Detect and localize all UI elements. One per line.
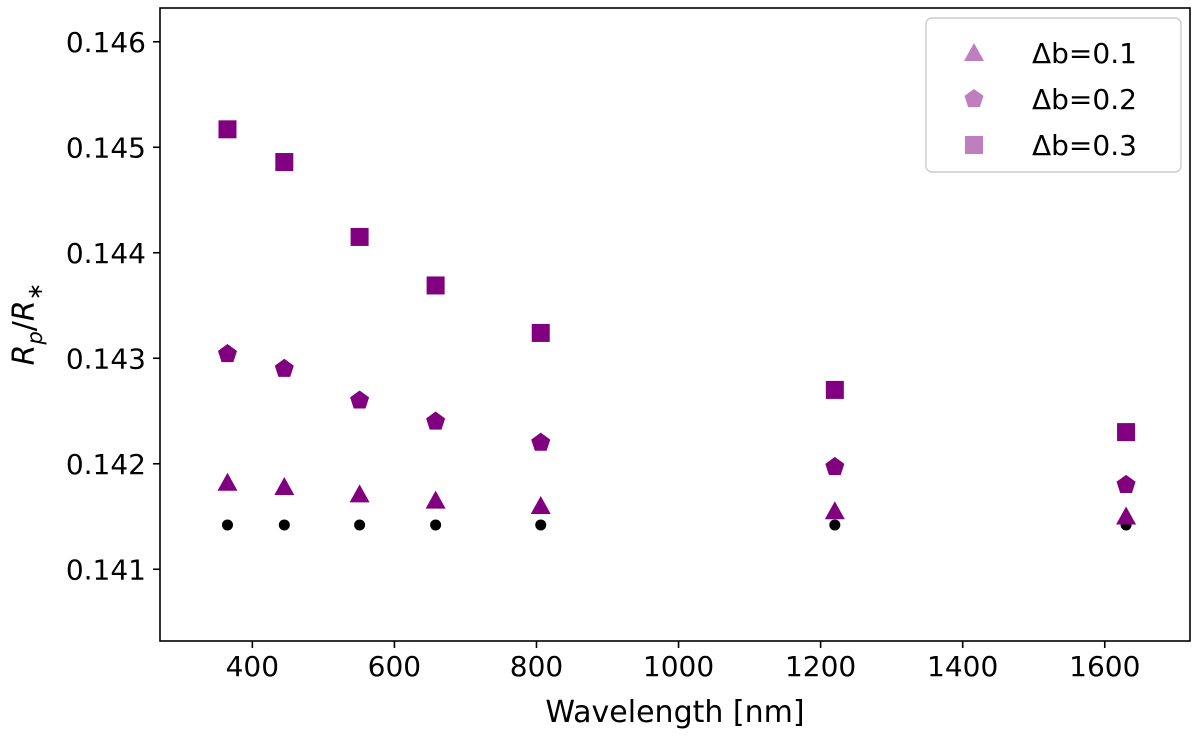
x-tick-label-3: 1000	[643, 650, 714, 683]
legend-label-2: Δb=0.3	[1032, 129, 1137, 162]
point-series3-4	[535, 519, 547, 531]
x-tick-label-1: 600	[368, 650, 421, 683]
point-series2-4	[531, 323, 550, 342]
point-series1-3	[426, 411, 446, 430]
x-axis-label: Wavelength [nm]	[545, 695, 804, 730]
point-series2-3	[426, 276, 445, 295]
point-series3-5	[829, 519, 841, 531]
legend: Δb=0.1 Δb=0.2 Δb=0.3	[925, 17, 1182, 173]
axis-ticks: 400 600 800 1000 1200 1400 1600 0.141 0.142 0.143…	[66, 26, 1141, 683]
point-series0-3	[425, 490, 446, 509]
point-series2-6	[1117, 423, 1136, 442]
plot-frame	[159, 7, 1191, 642]
point-series0-2	[349, 484, 370, 503]
point-series1-6	[1116, 474, 1136, 493]
point-series0-4	[530, 495, 551, 514]
point-series0-5	[824, 501, 845, 520]
point-series2-1	[275, 153, 294, 172]
data-marks	[217, 120, 1137, 531]
legend-marker-2	[965, 136, 983, 154]
x-tick-label-2: 800	[510, 650, 563, 683]
point-series0-6	[1116, 506, 1137, 525]
x-tick-label-6: 1600	[1069, 650, 1140, 683]
y-tick-label-4: 0.145	[66, 131, 146, 164]
y-tick-label-1: 0.142	[66, 448, 146, 481]
legend-label-0: Δb=0.1	[1032, 37, 1137, 70]
point-series0-0	[217, 472, 238, 491]
point-series3-0	[221, 519, 233, 531]
point-series1-4	[531, 432, 551, 451]
point-series2-2	[350, 227, 369, 246]
point-series3-3	[430, 519, 442, 531]
point-series1-1	[274, 358, 294, 377]
x-tick-label-4: 1200	[785, 650, 856, 683]
point-series2-0	[218, 120, 237, 139]
point-series1-5	[825, 456, 845, 476]
x-tick-label-5: 1400	[927, 650, 998, 683]
legend-box	[925, 17, 1182, 173]
y-tick-label-2: 0.143	[66, 342, 146, 375]
point-series2-5	[825, 380, 844, 399]
y-axis-label: Rp/R∗	[7, 283, 47, 366]
point-series1-2	[350, 390, 370, 409]
legend-marker-1	[964, 89, 984, 108]
plot-area	[159, 7, 1191, 642]
point-series0-1	[274, 476, 295, 495]
point-series3-2	[354, 519, 366, 531]
point-series3-1	[278, 519, 290, 531]
legend-label-1: Δb=0.2	[1032, 83, 1137, 116]
x-tick-label-0: 400	[226, 650, 279, 683]
point-series1-0	[217, 344, 237, 363]
y-tick-label-0: 0.141	[66, 553, 146, 586]
legend-marker-0	[964, 43, 984, 61]
y-tick-label-3: 0.144	[66, 237, 146, 270]
y-tick-label-5: 0.146	[66, 26, 146, 59]
